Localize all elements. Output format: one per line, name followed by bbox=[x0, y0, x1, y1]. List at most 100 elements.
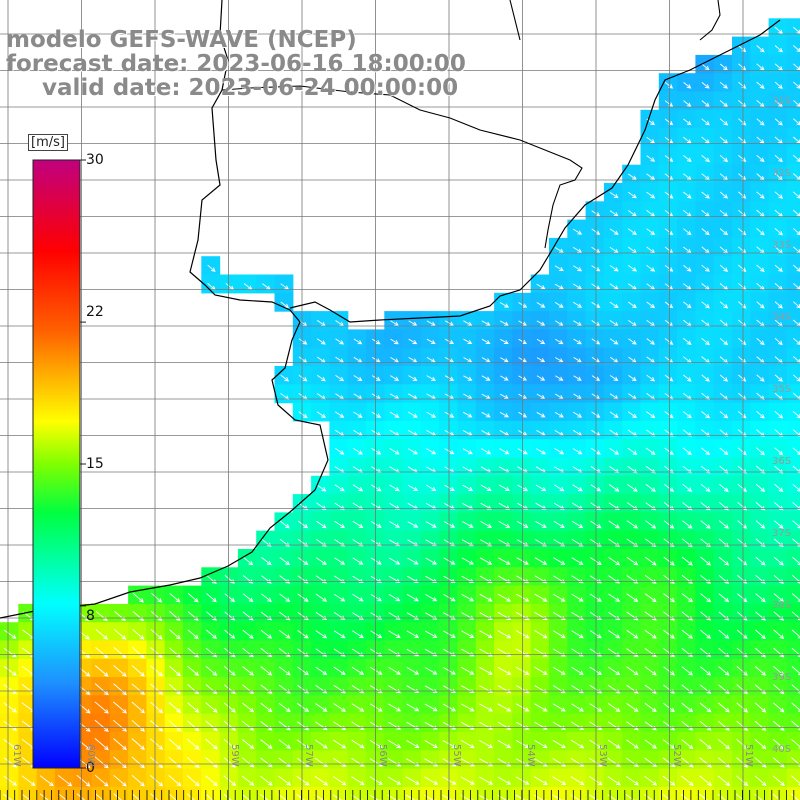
wind-arrow bbox=[390, 338, 399, 345]
wind-cell bbox=[732, 311, 751, 330]
wind-cell bbox=[640, 603, 660, 623]
wind-cell bbox=[640, 530, 660, 550]
wind-cell bbox=[768, 128, 788, 147]
wind-arrow bbox=[113, 774, 127, 787]
wind-arrow bbox=[571, 685, 584, 694]
wind-arrow bbox=[334, 484, 345, 492]
wind-arrow bbox=[791, 666, 800, 676]
wind-cell bbox=[622, 274, 642, 294]
wind-cell bbox=[91, 750, 111, 770]
wind-arrow bbox=[113, 683, 127, 696]
wind-cell bbox=[658, 530, 678, 550]
wind-cell bbox=[567, 530, 587, 550]
wind-arrow bbox=[426, 338, 436, 345]
wind-cell bbox=[658, 329, 678, 349]
wind-arrow bbox=[718, 593, 730, 603]
wind-cell bbox=[585, 420, 605, 440]
wind-cell bbox=[750, 36, 770, 56]
wind-cell bbox=[695, 146, 715, 166]
wind-cell bbox=[494, 420, 513, 440]
wind-cell bbox=[658, 658, 678, 678]
wind-cell bbox=[311, 347, 330, 367]
lon-label: 61W bbox=[11, 744, 22, 767]
wind-cell bbox=[475, 402, 495, 422]
wind-arrow bbox=[772, 775, 785, 787]
wind-cell bbox=[457, 567, 477, 587]
wind-cell bbox=[256, 622, 276, 642]
wind-cell bbox=[677, 402, 696, 422]
wind-arrow bbox=[536, 411, 546, 418]
wind-arrow bbox=[683, 228, 692, 236]
wind-cell bbox=[475, 494, 495, 513]
wind-cell bbox=[475, 732, 495, 751]
wind-arrow bbox=[241, 775, 255, 786]
wind-cell bbox=[622, 549, 642, 568]
wind-arrow bbox=[608, 648, 621, 657]
wind-cell bbox=[713, 622, 733, 642]
wind-arrow bbox=[681, 702, 694, 713]
wind-cell bbox=[384, 549, 404, 568]
wind-arrow bbox=[113, 719, 128, 732]
wind-cell bbox=[732, 91, 751, 111]
wind-cell bbox=[695, 91, 715, 111]
wind-cell bbox=[475, 457, 495, 477]
wind-cell bbox=[274, 292, 294, 312]
wind-cell bbox=[402, 457, 422, 477]
wind-cell bbox=[640, 658, 660, 678]
wind-cell bbox=[420, 439, 440, 459]
wind-cell bbox=[183, 695, 202, 715]
wind-cell bbox=[494, 384, 513, 404]
lat-label: 36S bbox=[772, 456, 792, 467]
wind-arrow bbox=[388, 703, 402, 712]
wind-arrow bbox=[754, 702, 767, 713]
wind-cell bbox=[713, 768, 733, 788]
wind-cell bbox=[274, 658, 294, 678]
wind-arrow bbox=[296, 794, 308, 800]
wind-cell bbox=[128, 768, 147, 788]
wind-arrow bbox=[535, 521, 547, 528]
wind-arrow bbox=[224, 611, 236, 621]
wind-arrow bbox=[424, 740, 438, 748]
wind-cell bbox=[530, 292, 550, 312]
wind-cell bbox=[329, 622, 349, 642]
wind-arrow bbox=[664, 411, 674, 419]
wind-cell bbox=[567, 567, 587, 587]
wind-cell bbox=[658, 622, 678, 642]
wind-cell bbox=[384, 384, 404, 404]
wind-arrow bbox=[680, 775, 694, 786]
wind-cell bbox=[329, 768, 349, 788]
wind-cell bbox=[530, 347, 550, 367]
wind-cell bbox=[768, 402, 788, 422]
wind-cell bbox=[109, 658, 129, 678]
wind-cell bbox=[457, 768, 477, 788]
wind-cell bbox=[420, 311, 440, 330]
wind-arrow bbox=[644, 556, 657, 566]
wind-arrow bbox=[39, 793, 49, 800]
wind-cell bbox=[311, 329, 330, 349]
wind-cell bbox=[585, 256, 605, 276]
wind-cell bbox=[494, 567, 513, 587]
wind-cell bbox=[640, 274, 660, 294]
wind-cell bbox=[530, 549, 550, 568]
wind-arrow bbox=[774, 191, 784, 199]
wind-arrow bbox=[572, 448, 583, 455]
wind-cell bbox=[128, 732, 147, 751]
wind-cell bbox=[329, 567, 349, 587]
wind-cell bbox=[549, 256, 568, 276]
wind-cell bbox=[732, 658, 751, 678]
wind-arrow bbox=[552, 739, 566, 749]
wind-arrow bbox=[3, 793, 16, 800]
wind-cell bbox=[402, 695, 422, 715]
wind-arrow bbox=[664, 264, 674, 272]
wind-arrow bbox=[461, 557, 474, 565]
wind-arrow bbox=[774, 118, 783, 126]
wind-cell bbox=[549, 494, 568, 513]
wind-cell bbox=[311, 549, 330, 568]
wind-arrow bbox=[151, 592, 163, 603]
wind-cell bbox=[640, 585, 660, 605]
wind-cell bbox=[329, 512, 349, 532]
wind-arrow bbox=[131, 683, 146, 696]
wind-cell bbox=[622, 384, 642, 404]
wind-cell bbox=[402, 640, 422, 660]
wind-arrow bbox=[389, 521, 401, 528]
